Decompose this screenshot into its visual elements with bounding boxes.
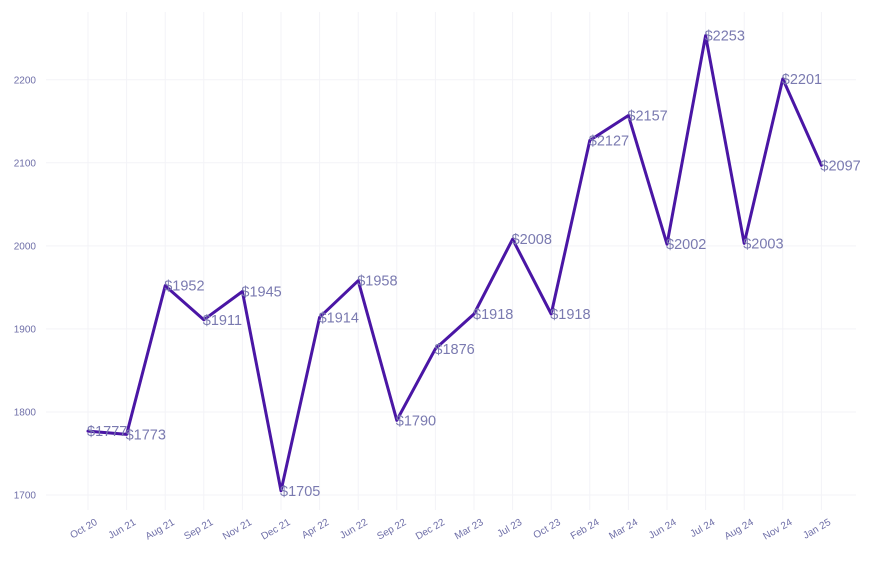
data-label: $1958	[357, 274, 397, 290]
x-tick-label: Sep 22	[375, 517, 408, 543]
y-tick-label: 2100	[14, 158, 37, 169]
y-tick-label: 1900	[14, 324, 37, 335]
data-labels: $1777$1773 $1952 $1911 $1945 $1705 $1914 $1958…	[87, 29, 861, 500]
x-tick-label: Jul 24	[688, 517, 717, 540]
data-label: $1952	[164, 279, 204, 295]
x-tick-label: Mar 24	[607, 517, 640, 542]
x-tick-label: Oct 23	[532, 517, 563, 541]
data-label: $1790	[396, 413, 436, 429]
data-label: $2008	[512, 232, 552, 248]
x-tick-label: Dec 21	[260, 517, 293, 543]
data-label: $1914	[319, 310, 359, 326]
x-tick-label: Jun 22	[338, 517, 370, 542]
x-tick-label: Jan 25	[801, 517, 833, 542]
data-label: $1777	[87, 424, 127, 440]
y-tick-label: 2000	[14, 241, 37, 252]
x-tick-label: Oct 20	[68, 517, 99, 541]
y-tick-label: 1800	[14, 407, 37, 418]
series-line	[86, 34, 823, 493]
x-tick-label: Jun 24	[647, 517, 679, 542]
x-tick-label: Apr 22	[300, 517, 331, 541]
x-tick-label: Jun 21	[107, 517, 139, 542]
x-tick-label: Aug 24	[723, 517, 756, 543]
data-label: $2097	[820, 158, 860, 174]
x-tick-label: Mar 23	[453, 517, 486, 542]
y-axis-tick-labels: 1700 1800 1900 2000 2100 2200	[14, 75, 37, 501]
data-label: $1705	[280, 484, 320, 500]
x-tick-label: Jul 23	[495, 517, 524, 540]
data-label: $2201	[782, 72, 822, 88]
y-tick-label: 2200	[14, 75, 37, 86]
x-tick-label: Nov 24	[761, 517, 794, 543]
x-tick-label: Sep 21	[182, 517, 215, 543]
data-label: $2253	[705, 29, 745, 45]
x-tick-label: Aug 21	[144, 517, 177, 543]
x-axis-tick-labels: Oct 20 Jun 21 Aug 21 Sep 21 Nov 21 Dec 21 Apr …	[68, 517, 833, 543]
data-label: $1945	[241, 285, 281, 301]
data-label: $1918	[473, 307, 513, 323]
x-tick-label: Feb 24	[569, 517, 602, 542]
data-label: $2003	[743, 236, 783, 252]
data-label: $1918	[550, 307, 590, 323]
data-label: $2127	[589, 133, 629, 149]
horizontal-gridlines	[46, 79, 856, 496]
y-tick-label: 1700	[14, 491, 37, 502]
x-tick-label: Nov 21	[221, 517, 254, 543]
x-tick-label: Dec 22	[414, 517, 447, 543]
data-label: $1773	[126, 427, 166, 443]
data-label: $1876	[434, 342, 474, 358]
vertical-gridlines	[87, 12, 822, 510]
data-label: $2157	[627, 108, 667, 124]
data-label: $2002	[666, 237, 706, 253]
data-label: $1911	[203, 313, 242, 329]
